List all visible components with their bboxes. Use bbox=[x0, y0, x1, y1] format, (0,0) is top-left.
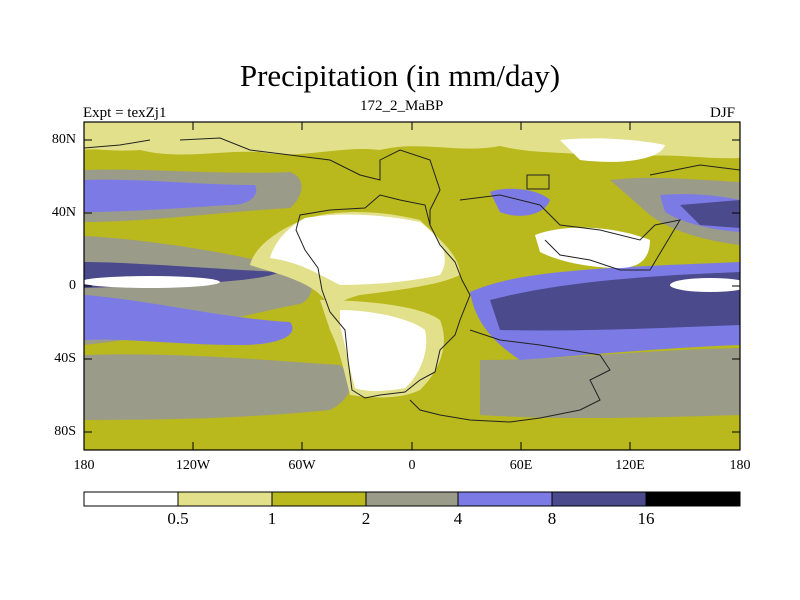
island-outline bbox=[526, 174, 550, 190]
northwest-coast-outline bbox=[84, 139, 151, 149]
colorbar-box-6 bbox=[552, 492, 646, 506]
x-tick-label-120e: 120E bbox=[615, 458, 645, 473]
x-tick-label-180w: 180 bbox=[73, 458, 95, 473]
axis-ticks bbox=[84, 122, 740, 450]
y-tick-label-0: 0 bbox=[69, 278, 76, 293]
colorbar-label-8: 8 bbox=[547, 509, 557, 528]
northeast-coast-outline bbox=[649, 164, 740, 176]
southeast-continent-outline bbox=[409, 329, 611, 423]
colorbar-box-2 bbox=[178, 492, 272, 506]
colorbar-label-2: 2 bbox=[361, 509, 371, 528]
colorbar-label-0.5: 0.5 bbox=[167, 509, 189, 528]
precip-band-0-0.5-arctic bbox=[560, 138, 665, 162]
continent-outlines bbox=[84, 137, 740, 423]
colorbar-box-7 bbox=[646, 492, 740, 506]
colorbar-label-1: 1 bbox=[267, 509, 277, 528]
colorbar-box-4 bbox=[366, 492, 458, 506]
map-title: Precipitation (in mm/day) bbox=[239, 58, 561, 93]
precip-band-4-8-central-north bbox=[490, 188, 550, 216]
colorbar-box-3 bbox=[272, 492, 366, 506]
y-tick-label-40s: 40S bbox=[54, 351, 76, 366]
colorbar-label-16: 16 bbox=[637, 509, 655, 528]
period-label: 172_2_MaBP bbox=[360, 98, 444, 114]
precip-band-0-0.5-sa-south bbox=[340, 310, 427, 391]
precip-band-0-0.5-asia bbox=[535, 227, 650, 268]
experiment-label: Expt = texZj1 bbox=[83, 105, 167, 121]
y-tick-label-80n: 80N bbox=[51, 132, 76, 147]
precip-band-4-8-sw bbox=[84, 295, 293, 345]
x-tick-label-180e: 180 bbox=[729, 458, 751, 473]
precip-band-8-16-ne bbox=[680, 200, 740, 228]
eastern-continent-outline bbox=[459, 194, 682, 271]
colorbar-box-5 bbox=[458, 492, 552, 506]
precip-band-4-8-nw bbox=[84, 179, 257, 212]
x-tick-label-0: 0 bbox=[408, 458, 416, 473]
y-tick-label-40n: 40N bbox=[51, 205, 76, 220]
precip-band-0-0.5-itcz-west bbox=[84, 276, 220, 288]
colorbar bbox=[83, 491, 741, 507]
precip-band-1-2-antarctic bbox=[84, 429, 740, 450]
x-tick-label-60w: 60W bbox=[288, 458, 316, 473]
x-tick-label-120w: 120W bbox=[175, 458, 211, 473]
southern-continent-outline bbox=[295, 194, 471, 399]
precip-band-2-4-south bbox=[84, 354, 351, 420]
y-tick-label-80s: 80S bbox=[54, 424, 76, 439]
precip-band-0-0.5-itcz-east bbox=[670, 278, 740, 292]
precip-band-2-4-southeast bbox=[480, 348, 740, 419]
colorbar-label-4: 4 bbox=[453, 509, 463, 528]
colorbar-box-1 bbox=[84, 492, 178, 506]
northern-continent-outline bbox=[179, 137, 441, 225]
season-label: DJF bbox=[710, 105, 736, 121]
x-tick-label-60e: 60E bbox=[509, 458, 533, 473]
precip-band-0-0.5-sa-north bbox=[270, 214, 445, 285]
